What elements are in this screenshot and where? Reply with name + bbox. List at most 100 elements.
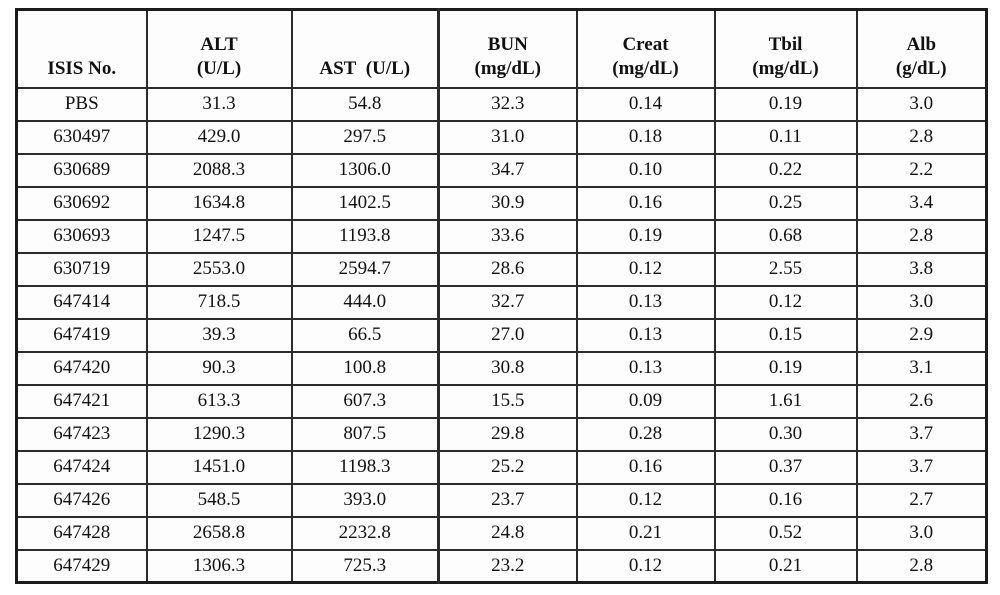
table-cell-tbil: 0.30 bbox=[713, 416, 858, 452]
table-cell-isis-no: 647421 bbox=[15, 383, 148, 419]
table-cell-alt: 1306.3 bbox=[145, 548, 293, 584]
table-cell-creat: 0.14 bbox=[575, 86, 716, 122]
table-cell-isis-no: 630719 bbox=[15, 251, 148, 287]
table-row: 647429 1306.3 725.3 23.2 0.12 0.21 2.8 bbox=[15, 548, 988, 584]
table-cell-creat: 0.12 bbox=[575, 482, 716, 518]
table-cell-isis-no: 647426 bbox=[15, 482, 148, 518]
table-cell-isis-no: 630497 bbox=[15, 119, 148, 155]
table-cell-alt: 39.3 bbox=[145, 317, 293, 353]
col-header-line: ALT bbox=[200, 34, 238, 55]
table-row: 647419 39.3 66.5 27.0 0.13 0.15 2.9 bbox=[15, 317, 988, 353]
table-cell-tbil: 1.61 bbox=[713, 383, 858, 419]
header-row: ISIS No. ALT (U/L) AST (U/L) BUN (mg/dL)… bbox=[15, 8, 988, 89]
table-cell-bun: 32.3 bbox=[437, 86, 578, 122]
col-header-bun: BUN (mg/dL) bbox=[437, 8, 578, 89]
table-cell-bun: 27.0 bbox=[437, 317, 578, 353]
table-cell-alb: 2.9 bbox=[855, 317, 988, 353]
table-cell-creat: 0.09 bbox=[575, 383, 716, 419]
table-cell-alb: 2.2 bbox=[855, 152, 988, 188]
table-cell-alt: 2088.3 bbox=[145, 152, 293, 188]
table-cell-bun: 31.0 bbox=[437, 119, 578, 155]
table-cell-bun: 23.7 bbox=[437, 482, 578, 518]
table-cell-alb: 2.6 bbox=[855, 383, 988, 419]
table-cell-tbil: 2.55 bbox=[713, 251, 858, 287]
table-cell-alt: 1451.0 bbox=[145, 449, 293, 485]
table-cell-ast: 2232.8 bbox=[290, 515, 440, 551]
table-cell-alt: 429.0 bbox=[145, 119, 293, 155]
table-cell-creat: 0.12 bbox=[575, 548, 716, 584]
lab-results-table: ISIS No. ALT (U/L) AST (U/L) BUN (mg/dL)… bbox=[15, 8, 988, 584]
table-cell-creat: 0.13 bbox=[575, 350, 716, 386]
table-cell-creat: 0.28 bbox=[575, 416, 716, 452]
table-cell-ast: 1402.5 bbox=[290, 185, 440, 221]
table-cell-alb: 3.0 bbox=[855, 284, 988, 320]
table-cell-alt: 1634.8 bbox=[145, 185, 293, 221]
table-header: ISIS No. ALT (U/L) AST (U/L) BUN (mg/dL)… bbox=[15, 8, 988, 89]
table-row: 647426 548.5 393.0 23.7 0.12 0.16 2.7 bbox=[15, 482, 988, 518]
table-cell-alt: 90.3 bbox=[145, 350, 293, 386]
table-row: PBS 31.3 54.8 32.3 0.14 0.19 3.0 bbox=[15, 86, 988, 122]
col-header-line: BUN bbox=[487, 34, 528, 55]
table-cell-isis-no: 647428 bbox=[15, 515, 148, 551]
col-header-line: (mg/dL) bbox=[752, 57, 819, 79]
table-cell-ast: 2594.7 bbox=[290, 251, 440, 287]
table-cell-ast: 100.8 bbox=[290, 350, 440, 386]
table-cell-tbil: 0.19 bbox=[713, 86, 858, 122]
table-cell-ast: 607.3 bbox=[290, 383, 440, 419]
table-cell-alb: 2.7 bbox=[855, 482, 988, 518]
table-cell-ast: 393.0 bbox=[290, 482, 440, 518]
table-row: 630693 1247.5 1193.8 33.6 0.19 0.68 2.8 bbox=[15, 218, 988, 254]
table-cell-bun: 28.6 bbox=[437, 251, 578, 287]
table-cell-ast: 444.0 bbox=[290, 284, 440, 320]
table-cell-bun: 23.2 bbox=[437, 548, 578, 584]
table-cell-ast: 807.5 bbox=[290, 416, 440, 452]
table-cell-tbil: 0.22 bbox=[713, 152, 858, 188]
col-header-creat: Creat (mg/dL) bbox=[575, 8, 716, 89]
table-row: 647414 718.5 444.0 32.7 0.13 0.12 3.0 bbox=[15, 284, 988, 320]
col-header-line: AST (U/L) bbox=[319, 57, 411, 79]
table-cell-isis-no: 647419 bbox=[15, 317, 148, 353]
col-header-ast: AST (U/L) bbox=[290, 8, 440, 89]
table-body: PBS 31.3 54.8 32.3 0.14 0.19 3.0 630497 … bbox=[15, 86, 988, 584]
table-cell-alt: 2553.0 bbox=[145, 251, 293, 287]
table-cell-creat: 0.16 bbox=[575, 185, 716, 221]
table-cell-ast: 66.5 bbox=[290, 317, 440, 353]
table-row: 630692 1634.8 1402.5 30.9 0.16 0.25 3.4 bbox=[15, 185, 988, 221]
table-row: 630719 2553.0 2594.7 28.6 0.12 2.55 3.8 bbox=[15, 251, 988, 287]
table-cell-creat: 0.19 bbox=[575, 218, 716, 254]
col-header-line: (mg/dL) bbox=[474, 57, 542, 79]
table-cell-bun: 34.7 bbox=[437, 152, 578, 188]
col-header-line: Alb bbox=[906, 34, 937, 55]
table-cell-isis-no: 647424 bbox=[15, 449, 148, 485]
table-cell-alb: 2.8 bbox=[855, 548, 988, 584]
table-cell-tbil: 0.11 bbox=[713, 119, 858, 155]
table-cell-alb: 3.0 bbox=[855, 86, 988, 122]
table-row: 647421 613.3 607.3 15.5 0.09 1.61 2.6 bbox=[15, 383, 988, 419]
table-cell-bun: 24.8 bbox=[437, 515, 578, 551]
col-header-line: Tbil bbox=[768, 34, 803, 55]
table-cell-bun: 30.9 bbox=[437, 185, 578, 221]
table-cell-bun: 32.7 bbox=[437, 284, 578, 320]
table-row: 647428 2658.8 2232.8 24.8 0.21 0.52 3.0 bbox=[15, 515, 988, 551]
table-cell-alt: 1247.5 bbox=[145, 218, 293, 254]
col-header-line: (mg/dL) bbox=[612, 57, 679, 79]
table-cell-alb: 3.8 bbox=[855, 251, 988, 287]
table-cell-tbil: 0.12 bbox=[713, 284, 858, 320]
col-header-tbil: Tbil (mg/dL) bbox=[713, 8, 858, 89]
table-cell-isis-no: 647429 bbox=[15, 548, 148, 584]
table-cell-isis-no: 630689 bbox=[15, 152, 148, 188]
table-cell-alt: 2658.8 bbox=[145, 515, 293, 551]
table-cell-alb: 3.1 bbox=[855, 350, 988, 386]
col-header-line: (g/dL) bbox=[895, 57, 947, 79]
col-header-alt: ALT (U/L) bbox=[145, 8, 293, 89]
table-cell-ast: 1306.0 bbox=[290, 152, 440, 188]
col-header-line: ISIS No. bbox=[47, 57, 117, 79]
table-cell-ast: 54.8 bbox=[290, 86, 440, 122]
table-row: 647423 1290.3 807.5 29.8 0.28 0.30 3.7 bbox=[15, 416, 988, 452]
table-cell-tbil: 0.19 bbox=[713, 350, 858, 386]
table-cell-alt: 718.5 bbox=[145, 284, 293, 320]
col-header-alb: Alb (g/dL) bbox=[855, 8, 988, 89]
table-cell-alt: 613.3 bbox=[145, 383, 293, 419]
table-cell-alt: 31.3 bbox=[145, 86, 293, 122]
